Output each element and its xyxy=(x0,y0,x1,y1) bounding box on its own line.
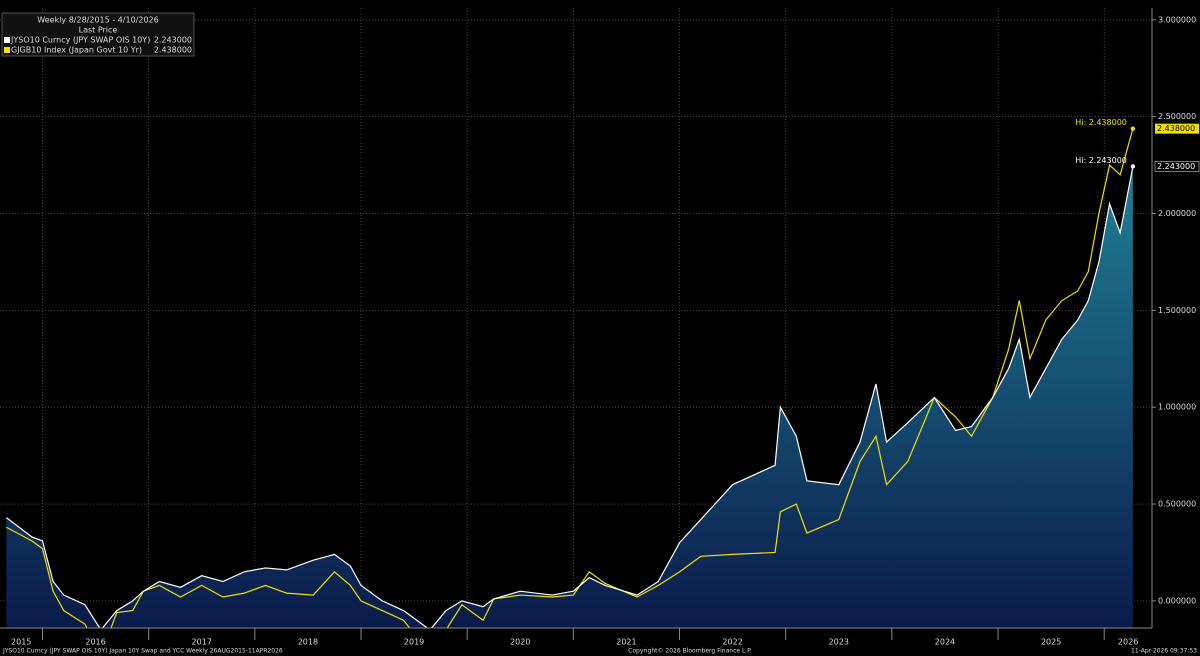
legend-swatch xyxy=(4,37,10,43)
high-annotation: Hi: 2.243000 xyxy=(1075,156,1127,165)
axes: 0.000000 0.500000 1.000000 1.500000 2.000000… xyxy=(11,15,1196,646)
x-tick-label: 2022 xyxy=(722,638,742,647)
x-tick-label: 2016 xyxy=(85,638,105,647)
x-tick-label: 2025 xyxy=(1041,638,1061,647)
y-tick-label: 0.500000 xyxy=(1158,500,1196,509)
y-tick-label: 2.500000 xyxy=(1158,112,1196,121)
chart-title: Weekly 8/28/2015 - 4/10/2026 xyxy=(37,16,158,25)
x-tick-label: 2019 xyxy=(404,638,424,647)
x-tick-label: 2021 xyxy=(616,638,636,647)
last-value-flag xyxy=(1155,123,1199,134)
plot-area xyxy=(6,128,1134,628)
last-value-label: 2.438000 xyxy=(1157,124,1195,133)
x-tick-label: 2026 xyxy=(1118,638,1138,647)
y-tick-label: 1.500000 xyxy=(1158,306,1196,315)
footer-right: 11-Apr-2026 09:37:53 xyxy=(1131,648,1197,655)
legend-label: JYSO10 Curncy (JPY SWAP OIS 10Y) xyxy=(10,36,150,45)
legend-value: 2.438000 xyxy=(154,46,192,55)
x-tick-label: 2020 xyxy=(510,638,530,647)
footer-left: JYSO10 Curncy (JPY SWAP OIS 10Y) Japan 1… xyxy=(2,648,283,655)
legend: Weekly 8/28/2015 - 4/10/2026 Last Price … xyxy=(1,12,195,57)
legend-box xyxy=(1,12,195,57)
line xyxy=(6,128,1134,628)
legend-swatch xyxy=(4,47,10,53)
x-tick-label: 2024 xyxy=(935,638,955,647)
last-value-flag xyxy=(1154,161,1200,172)
x-tick-label: 2017 xyxy=(192,638,212,647)
footer-center: Copyright© 2026 Bloomberg Finance L.P. xyxy=(628,648,752,655)
line xyxy=(6,166,1134,628)
x-tick-label: 2018 xyxy=(298,638,318,647)
high-annotation: Hi: 2.438000 xyxy=(1075,118,1127,127)
area xyxy=(6,166,1133,628)
x-tick-label: 2015 xyxy=(11,638,31,647)
last-value-label: 2.243000 xyxy=(1157,162,1195,171)
y-tick-label: 2.000000 xyxy=(1158,209,1196,218)
y-tick-label: 0.000000 xyxy=(1158,596,1196,605)
chart-subtitle: Last Price xyxy=(79,26,118,35)
y-tick-label: 3.000000 xyxy=(1158,15,1196,24)
last-point xyxy=(1130,164,1136,169)
last-point xyxy=(1130,126,1136,131)
x-tick-label: 2023 xyxy=(829,638,849,647)
legend-label: GJGB10 Index (Japan Govt 10 Yr) xyxy=(11,46,142,55)
legend-value: 2.243000 xyxy=(154,36,192,45)
y-tick-label: 1.000000 xyxy=(1158,403,1196,412)
